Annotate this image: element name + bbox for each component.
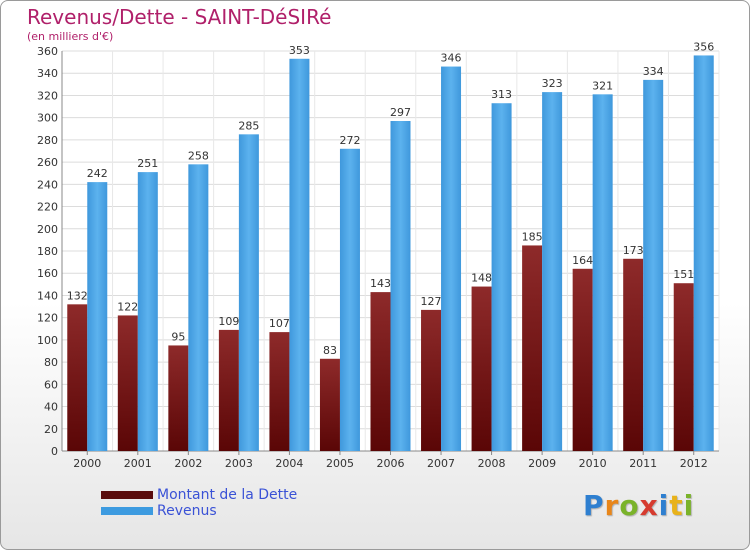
debt-bar-label: 164 [572, 254, 593, 267]
legend-label-debt: Montant de la Dette [157, 487, 298, 503]
revenue-bar-label: 258 [188, 149, 209, 162]
revenue-bar [643, 79, 664, 451]
debt-bar [168, 345, 189, 451]
revenue-bar [188, 164, 209, 452]
x-tick-label: 2010 [579, 457, 607, 470]
revenue-bar-label: 346 [441, 52, 462, 65]
y-tick-label: 40 [44, 401, 58, 414]
y-tick-label: 80 [44, 356, 58, 369]
revenue-bar [238, 134, 259, 452]
proxiti-logo: Proxiti [583, 489, 695, 522]
y-tick-label: 240 [37, 178, 58, 191]
debt-bar [673, 283, 694, 451]
y-tick-label: 180 [37, 245, 58, 258]
chart-title: Revenus/Dette - SAINT-DéSIRé [27, 5, 332, 29]
debt-bar [218, 329, 239, 451]
revenue-bar [592, 94, 613, 451]
x-tick-label: 2012 [680, 457, 708, 470]
revenue-bar-label: 242 [87, 167, 108, 180]
debt-bar-label: 122 [117, 300, 138, 313]
debt-bar [269, 332, 290, 451]
debt-bar [67, 304, 88, 451]
debt-bar-label: 151 [673, 268, 694, 281]
debt-bar [319, 358, 340, 451]
x-tick-label: 2003 [225, 457, 253, 470]
debt-bar [572, 268, 593, 451]
chart-subtitle: (en milliers d'€) [27, 30, 114, 43]
revenue-bar-label: 356 [693, 40, 714, 53]
x-tick-label: 2000 [73, 457, 101, 470]
revenue-bar [441, 66, 462, 452]
revenue-bar [137, 172, 158, 451]
debt-bar-label: 148 [471, 272, 492, 285]
y-tick-label: 100 [37, 334, 58, 347]
revenue-bar-label: 251 [137, 157, 158, 170]
y-tick-label: 200 [37, 223, 58, 236]
legend-label-revenue: Revenus [157, 503, 217, 519]
debt-bar [471, 286, 492, 451]
x-tick-label: 2002 [174, 457, 202, 470]
revenue-bar-label: 334 [643, 65, 664, 78]
debt-bar [623, 258, 644, 451]
x-tick-label: 2008 [478, 457, 506, 470]
debt-bar [421, 309, 442, 451]
x-tick-label: 2004 [275, 457, 303, 470]
debt-bar-label: 107 [269, 317, 290, 330]
legend-swatch-debt [101, 491, 153, 499]
debt-bar [522, 245, 543, 451]
x-tick-label: 2007 [427, 457, 455, 470]
debt-bar-label: 95 [171, 330, 185, 343]
y-tick-label: 300 [37, 112, 58, 125]
debt-bar-label: 173 [623, 244, 644, 257]
debt-bar-label: 109 [218, 315, 239, 328]
y-tick-label: 360 [37, 45, 58, 58]
revenue-bar-label: 297 [390, 106, 411, 119]
revenue-bar-label: 353 [289, 44, 310, 57]
legend: Montant de la Dette Revenus [101, 487, 297, 519]
revenue-bar-label: 323 [542, 77, 563, 90]
debt-bar-label: 132 [67, 289, 88, 302]
revenue-bar-label: 313 [491, 88, 512, 101]
revenue-bar [289, 58, 310, 452]
legend-swatch-revenue [101, 507, 153, 515]
revenue-bar [390, 121, 411, 451]
y-tick-label: 220 [37, 201, 58, 214]
revenue-bar-label: 321 [592, 79, 613, 92]
revenue-bar [542, 92, 563, 451]
y-tick-label: 140 [37, 289, 58, 302]
y-tick-label: 160 [37, 267, 58, 280]
debt-bar-label: 83 [323, 344, 337, 357]
debt-bar-label: 185 [522, 230, 543, 243]
x-tick-label: 2009 [528, 457, 556, 470]
y-tick-label: 320 [37, 89, 58, 102]
y-tick-label: 60 [44, 378, 58, 391]
debt-bar [117, 315, 138, 451]
debt-bar-label: 143 [370, 277, 391, 290]
legend-item-revenue: Revenus [101, 503, 297, 519]
y-tick-label: 0 [51, 445, 58, 458]
x-tick-label: 2011 [629, 457, 657, 470]
y-tick-label: 120 [37, 312, 58, 325]
y-tick-label: 20 [44, 423, 58, 436]
legend-item-debt: Montant de la Dette [101, 487, 297, 503]
x-tick-label: 2006 [377, 457, 405, 470]
revenue-bar-label: 272 [339, 134, 360, 147]
debt-bar-label: 127 [421, 295, 442, 308]
x-tick-label: 2001 [124, 457, 152, 470]
y-tick-label: 280 [37, 134, 58, 147]
revenue-bar [491, 103, 512, 451]
y-tick-label: 260 [37, 156, 58, 169]
x-tick-label: 2005 [326, 457, 354, 470]
revenue-bar [339, 148, 360, 451]
y-tick-label: 340 [37, 67, 58, 80]
revenue-bar [693, 55, 714, 451]
revenue-bar [87, 182, 108, 451]
debt-bar [370, 292, 391, 451]
revenue-bar-label: 285 [238, 119, 259, 132]
